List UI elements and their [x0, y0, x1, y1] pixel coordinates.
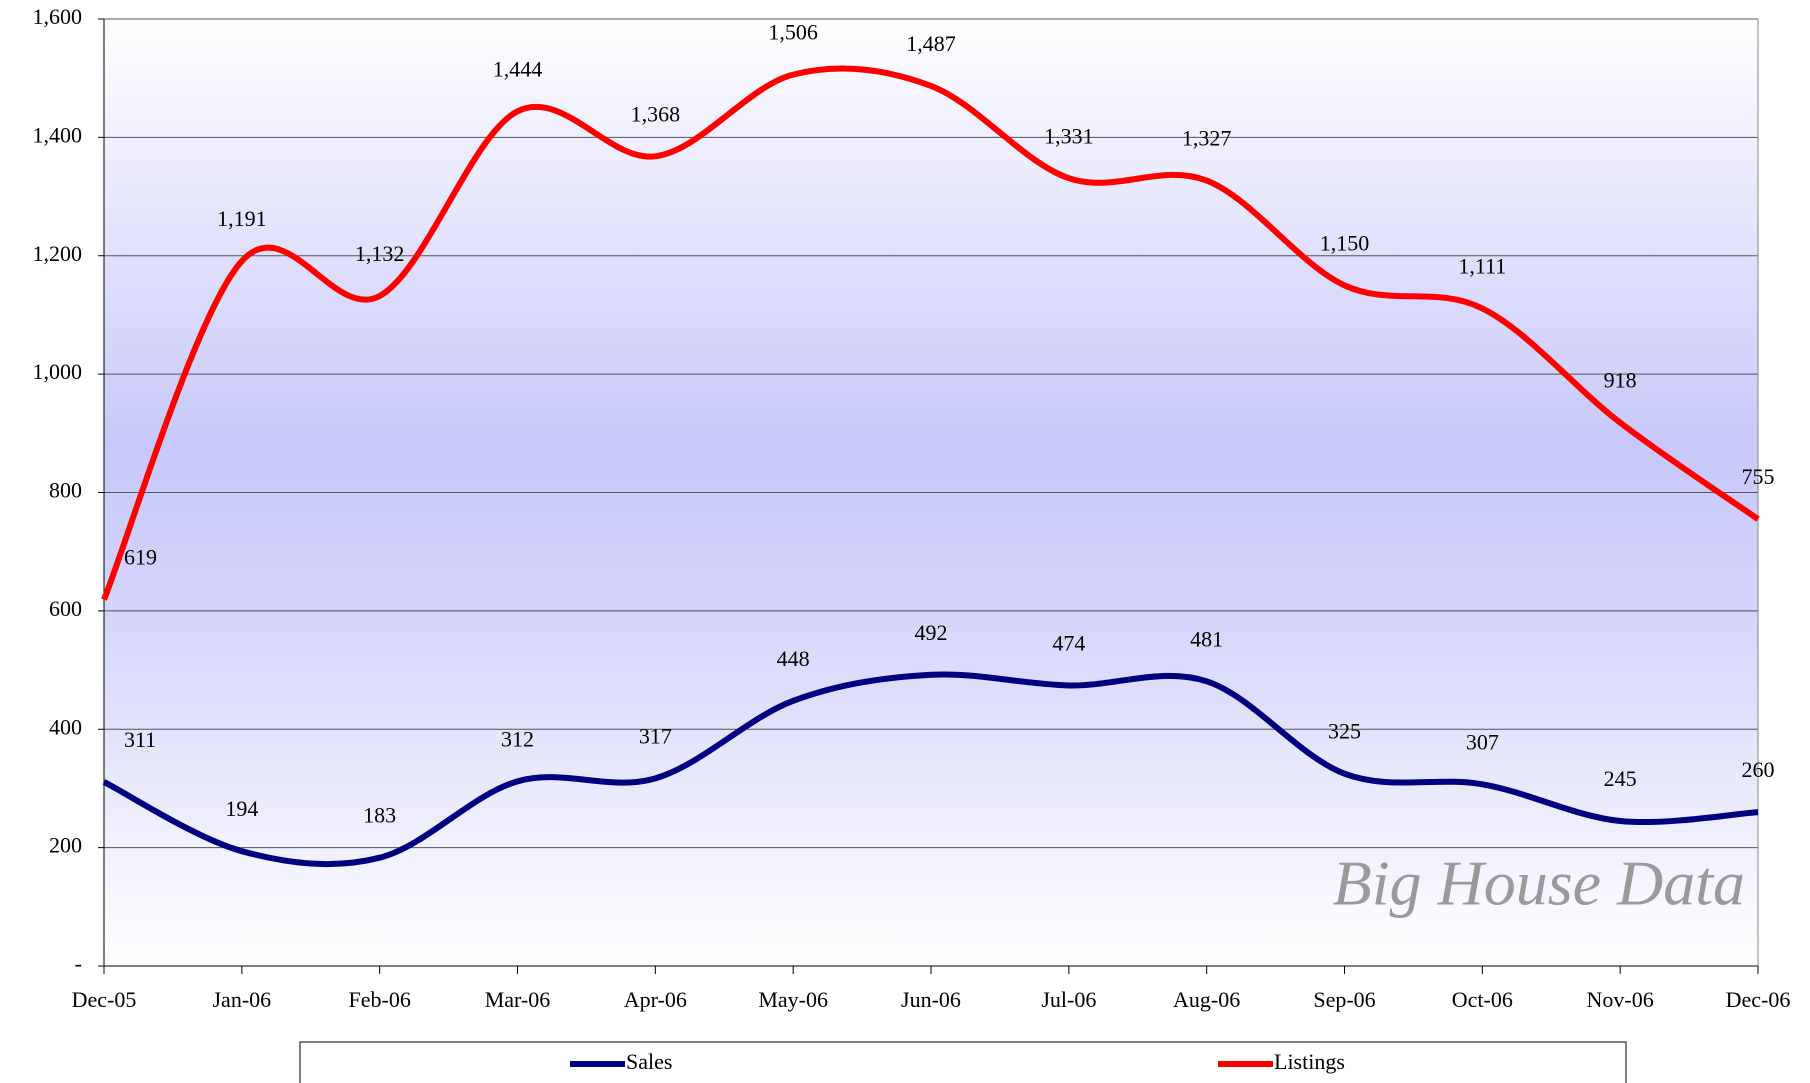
x-tick-label: Feb-06	[349, 987, 411, 1012]
data-label: 1,331	[1044, 123, 1094, 148]
x-tick-label: May-06	[758, 987, 828, 1012]
data-label: 492	[915, 620, 948, 645]
y-tick-label: 1,400	[33, 122, 83, 147]
y-tick-label: 600	[49, 596, 82, 621]
y-tick-label: -	[75, 951, 82, 976]
x-tick-label: Jul-06	[1041, 987, 1096, 1012]
data-label: 1,506	[768, 20, 818, 45]
x-tick-label: Oct-06	[1452, 987, 1513, 1012]
data-label: 481	[1190, 626, 1223, 651]
data-label: 1,487	[906, 31, 956, 56]
y-tick-label: 200	[49, 833, 82, 858]
legend-label: Sales	[626, 1049, 672, 1074]
data-label: 448	[777, 646, 810, 671]
data-label: 194	[225, 796, 258, 821]
data-label: 311	[124, 727, 156, 752]
x-tick-label: Mar-06	[485, 987, 551, 1012]
data-label: 1,368	[631, 101, 681, 126]
data-label: 918	[1604, 368, 1637, 393]
x-tick-label: Sep-06	[1313, 987, 1375, 1012]
data-label: 1,150	[1320, 230, 1370, 255]
data-label: 183	[363, 803, 396, 828]
legend-label: Listings	[1274, 1049, 1345, 1074]
data-label: 312	[501, 726, 534, 751]
x-tick-label: Jun-06	[901, 987, 961, 1012]
x-tick-label: Apr-06	[624, 987, 687, 1012]
data-label: 245	[1604, 766, 1637, 791]
data-label: 1,327	[1182, 126, 1232, 151]
x-tick-label: Aug-06	[1173, 987, 1240, 1012]
line-series	[102, 671, 1759, 868]
data-label: 260	[1742, 757, 1775, 782]
x-tick-label: Dec-06	[1726, 987, 1791, 1012]
watermark: Big House Data	[1333, 848, 1745, 919]
y-tick-label: 800	[49, 478, 82, 503]
data-label: 619	[124, 545, 157, 570]
data-label: 755	[1742, 464, 1775, 489]
y-tick-label: 1,200	[33, 241, 83, 266]
data-label: 1,191	[217, 206, 267, 231]
y-tick-label: 1,600	[33, 4, 83, 29]
data-label: 1,111	[1458, 253, 1506, 278]
data-label: 474	[1052, 630, 1085, 655]
legend-box	[299, 1041, 1627, 1083]
y-tick-label: 400	[49, 714, 82, 739]
data-label: 1,444	[493, 56, 543, 81]
line-series	[101, 65, 1760, 601]
data-label: 307	[1466, 729, 1499, 754]
x-tick-label: Nov-06	[1587, 987, 1654, 1012]
x-tick-label: Dec-05	[72, 987, 137, 1012]
x-tick-label: Jan-06	[213, 987, 272, 1012]
data-label: 317	[639, 723, 672, 748]
data-label: 325	[1328, 719, 1361, 744]
y-tick-label: 1,000	[33, 359, 83, 384]
data-label: 1,132	[355, 241, 405, 266]
